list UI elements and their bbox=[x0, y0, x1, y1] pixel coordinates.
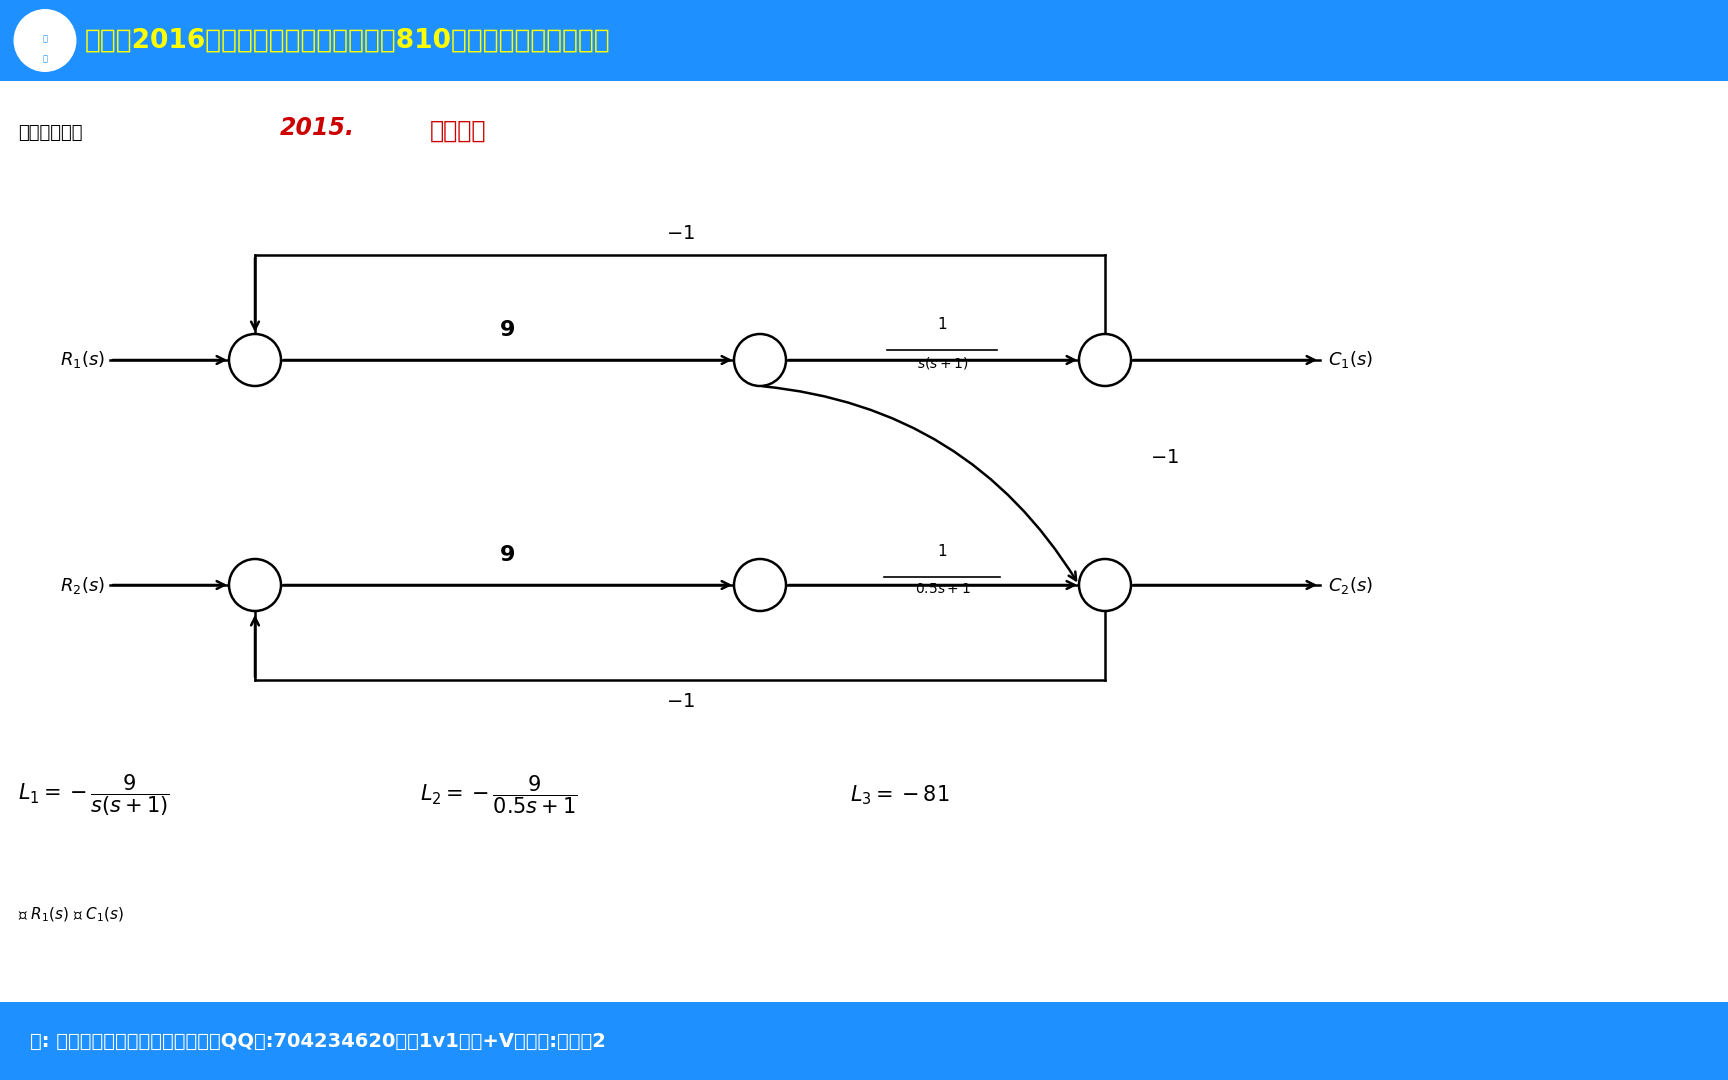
Bar bbox=[0, 1002, 1728, 1080]
Text: 哈工程2016年攻读硕士研究生招生考试810自动控制原理试题精讲: 哈工程2016年攻读硕士研究生招生考试810自动控制原理试题精讲 bbox=[85, 27, 610, 54]
Text: $R_1(s)$: $R_1(s)$ bbox=[60, 350, 105, 370]
Text: 从 $R_1(s)$ 到 $C_1(s)$: 从 $R_1(s)$ 到 $C_1(s)$ bbox=[17, 906, 124, 924]
Text: $-1$: $-1$ bbox=[1151, 448, 1178, 467]
Circle shape bbox=[230, 334, 282, 386]
Text: $0.5s+1$: $0.5s+1$ bbox=[914, 582, 971, 596]
Text: 1: 1 bbox=[938, 318, 947, 332]
Text: 1: 1 bbox=[938, 544, 947, 559]
Text: $L_3 = -81$: $L_3 = -81$ bbox=[850, 783, 949, 807]
Text: 龙迹类题: 龙迹类题 bbox=[430, 119, 487, 143]
Circle shape bbox=[1078, 334, 1132, 386]
Text: $L_1 = -\dfrac{9}{s(s+1)}$: $L_1 = -\dfrac{9}{s(s+1)}$ bbox=[17, 772, 169, 818]
Text: $R_2(s)$: $R_2(s)$ bbox=[60, 575, 105, 595]
Text: $s(s+1)$: $s(s+1)$ bbox=[916, 355, 968, 372]
Text: $C_1(s)$: $C_1(s)$ bbox=[1329, 350, 1374, 370]
Text: 研: 研 bbox=[43, 54, 47, 63]
Circle shape bbox=[230, 559, 282, 611]
Circle shape bbox=[734, 334, 786, 386]
Circle shape bbox=[14, 10, 76, 71]
Text: $-1$: $-1$ bbox=[665, 224, 695, 243]
Text: 2015.: 2015. bbox=[280, 116, 354, 140]
Text: 店: 敏学研黑吉校区】【哈工程本校QQ群:704234620】【1v1辅导+V号搜索:敏学研2: 店: 敏学研黑吉校区】【哈工程本校QQ群:704234620】【1v1辅导+V号… bbox=[29, 1031, 607, 1051]
Text: $C_2(s)$: $C_2(s)$ bbox=[1329, 575, 1374, 595]
Text: 9: 9 bbox=[499, 545, 515, 565]
Text: 【参考答案】: 【参考答案】 bbox=[17, 124, 83, 141]
Text: $-1$: $-1$ bbox=[665, 692, 695, 711]
Text: 敏: 敏 bbox=[43, 33, 47, 43]
Text: $L_2 = -\dfrac{9}{0.5s+1}$: $L_2 = -\dfrac{9}{0.5s+1}$ bbox=[420, 773, 577, 816]
Bar bbox=[0, 0, 1728, 81]
Circle shape bbox=[1078, 559, 1132, 611]
Circle shape bbox=[734, 559, 786, 611]
Text: 9: 9 bbox=[499, 320, 515, 340]
